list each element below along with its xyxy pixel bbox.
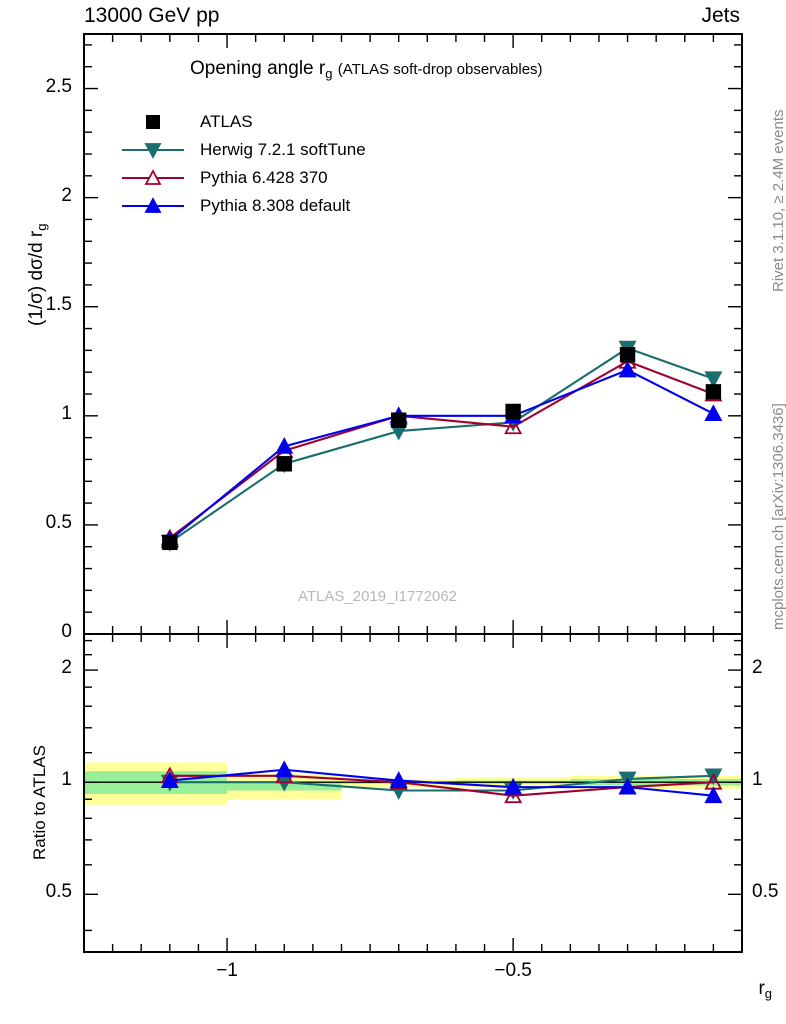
header-collision-energy: 13000 GeV pp	[84, 4, 220, 27]
main-line-herwig	[169, 347, 714, 544]
x-tick-label: −1	[216, 960, 238, 981]
main-title-subscript: g	[325, 66, 333, 81]
ratio-y-tick-label-right: 2	[752, 657, 763, 679]
ratio-marker	[504, 777, 523, 795]
main-y-tick-label: 2	[61, 184, 72, 206]
main-y-tick-label: 0	[61, 621, 72, 642]
analysis-id-watermark: ATLAS_2019_I1772062	[298, 588, 458, 605]
main-marker	[618, 360, 637, 378]
main-marker	[704, 371, 723, 389]
main-marker	[504, 417, 523, 435]
x-axis-title-text: r	[758, 978, 765, 999]
main-marker	[505, 403, 521, 420]
x-tick-label: −0.5	[494, 960, 532, 981]
ratio-marker	[618, 777, 637, 795]
legend-item-label: Pythia 6.428 370	[200, 168, 328, 187]
ratio-y-tick-label-right: 0.5	[752, 881, 779, 903]
ratio-y-tick-label-right: 1	[752, 769, 763, 791]
ratio-y-tick-label: 1	[61, 769, 72, 791]
main-marker	[705, 384, 722, 400]
main-line-pythia	[169, 368, 714, 541]
legend-marker-triangle-up-icon	[120, 168, 186, 188]
legend-item[interactable]: Pythia 6.428 370	[120, 164, 366, 192]
main-title-parenthetical: (ATLAS soft-drop observables)	[337, 61, 543, 78]
ratio-marker	[504, 786, 523, 804]
main-title-text: Opening angle r	[190, 58, 326, 79]
main-plot-title: Opening angle rg (ATLAS soft-drop observ…	[190, 58, 543, 81]
main-marker	[390, 412, 407, 428]
ratio-line-herwig	[169, 774, 714, 792]
main-line-pythia	[169, 360, 714, 539]
main-y-tick-label: 1.5	[45, 293, 72, 315]
main-y-tick-label: 0.5	[45, 511, 72, 533]
ratio-marker	[704, 786, 723, 804]
main-marker	[619, 347, 636, 363]
legend-marker-square-icon	[120, 112, 186, 132]
legend-item[interactable]: Pythia 8.308 default	[120, 192, 366, 220]
main-marker	[704, 404, 723, 422]
x-axis-title-subscript: g	[764, 986, 772, 1001]
main-y-tick-label: 2.5	[45, 75, 72, 97]
main-marker	[276, 456, 292, 472]
ratio-marker	[275, 760, 294, 778]
legend-marker-triangle-up-icon	[120, 196, 186, 216]
main-marker	[275, 436, 294, 454]
ratio-panel-frame	[83, 633, 743, 953]
ratio-marker	[160, 771, 179, 788]
legend-item-label: Herwig 7.2.1 softTune	[200, 140, 366, 159]
ratio-y-tick-label: 0.5	[45, 881, 72, 903]
ratio-line-pythia	[169, 768, 714, 797]
legend-marker-triangle-down-icon	[120, 140, 186, 160]
x-axis-title: rg	[758, 978, 772, 1001]
legend-item-label: ATLAS	[200, 112, 253, 131]
legend-item-label: Pythia 8.308 default	[200, 196, 351, 215]
ratio-y-tick-label: 2	[61, 657, 72, 679]
main-marker	[162, 534, 178, 551]
main-y-tick-label: 1	[61, 402, 72, 424]
legend-item[interactable]: Herwig 7.2.1 softTune	[120, 136, 366, 164]
legend-item[interactable]: ATLAS	[120, 108, 366, 136]
ratio-marker	[389, 771, 408, 788]
main-panel-frame	[83, 33, 743, 635]
header-analysis-category: Jets	[701, 4, 740, 27]
ratio-line-pythia	[169, 774, 714, 797]
legend: ATLAS Herwig 7.2.1 softTune Pythia 6.428 3…	[120, 108, 366, 220]
